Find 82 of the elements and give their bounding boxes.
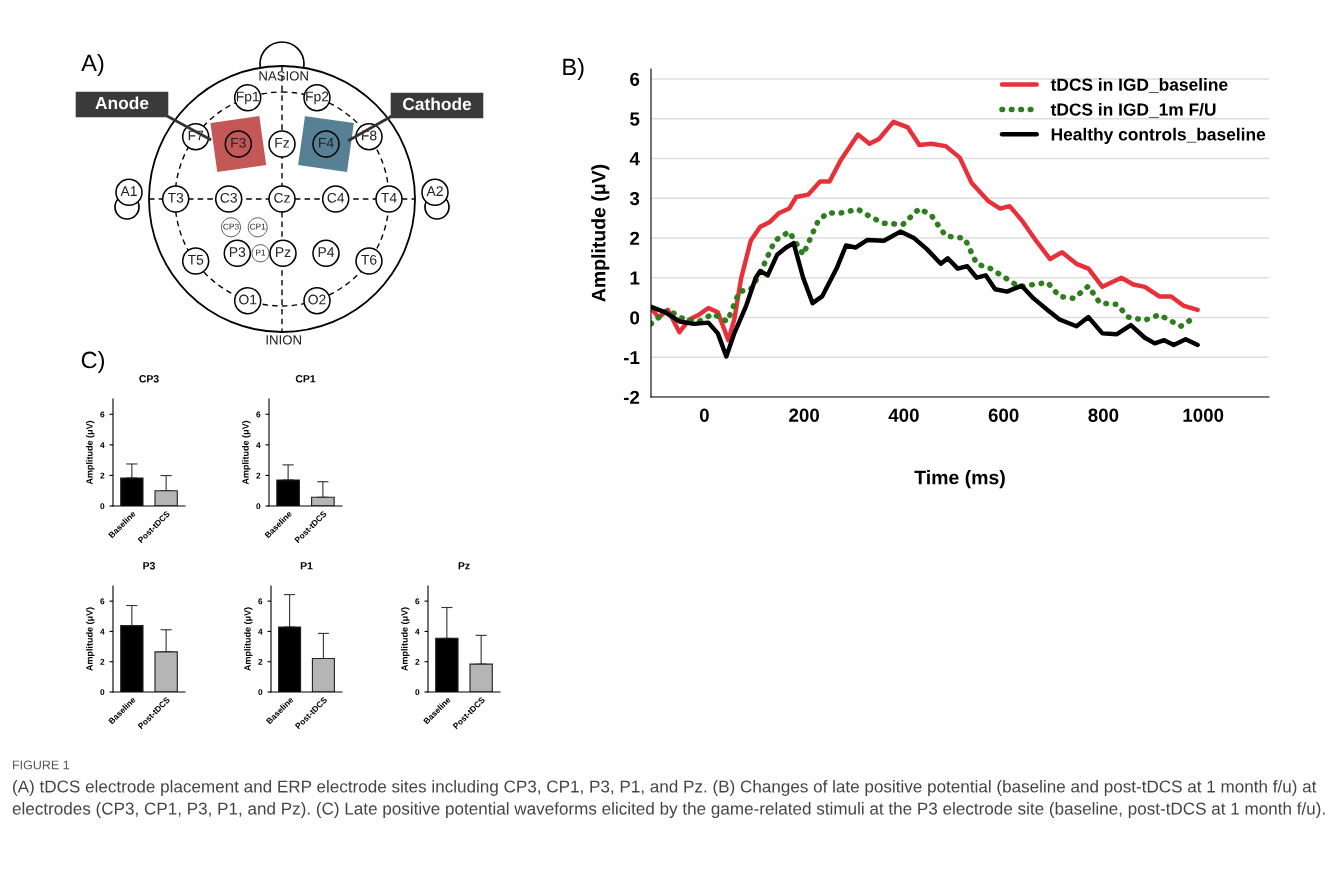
y-tick-label: 4	[258, 628, 263, 635]
y-tick-label: 6	[258, 598, 263, 605]
y-tick-label: 0	[100, 689, 105, 696]
text: T5	[187, 255, 204, 265]
chart-title: P3	[143, 562, 155, 570]
legend-label: tDCS in IGD_1m F/U	[1050, 102, 1216, 118]
text: (A) tDCS electrode placement and ERP electrode sites including CP3, CP1, P3, P1, and Pz. (B) Changes of late positive potential (baseline and post-tDCS at 1 month f/u) at electrodes (CP3, CP1, P3, P1, and Pz). (C) Late positive potential waveforms elicited by the game-related stimuli at the P3 electrode site (baseline, post-tDCS at 1 month f/u).	[12, 780, 1325, 819]
text: T3	[167, 192, 184, 203]
text: T6	[361, 254, 377, 265]
y-tick-label: 3	[629, 191, 640, 206]
text: C3	[220, 192, 237, 203]
y-axis-title: Amplitude (μV)	[244, 607, 253, 671]
x-tick-label: 1000	[1183, 408, 1224, 422]
text: Fz	[275, 138, 290, 148]
y-tick-label: 0	[256, 503, 261, 510]
text: T4	[381, 193, 397, 203]
text: P3	[229, 247, 246, 258]
y-tick-label: 2	[415, 658, 420, 665]
y-tick-label: 4	[415, 628, 420, 635]
x-tick-label: 800	[1088, 408, 1119, 422]
text: F3	[231, 137, 246, 148]
text: F4	[319, 138, 334, 148]
chart-title: CP1	[295, 375, 316, 383]
y-tick-label: 4	[256, 442, 261, 448]
text: O1	[239, 294, 257, 305]
text: Cathode	[402, 97, 472, 111]
y-axis-title: Amplitude (μV)	[86, 420, 95, 485]
y-tick-label: 2	[256, 472, 261, 479]
text: F7	[188, 130, 204, 141]
chart-title: B)	[563, 58, 584, 80]
text: CP3	[223, 223, 239, 230]
y-tick-label: 4	[100, 628, 105, 635]
legend-label: Healthy controls_baseline	[1051, 127, 1266, 144]
y-tick-label: 2	[258, 658, 263, 665]
chart-title: P1	[300, 562, 313, 570]
text: C)	[81, 350, 104, 373]
text: INION	[266, 335, 301, 345]
y-axis-title: Amplitude (μV)	[86, 607, 95, 671]
y-tick-label: 4	[629, 152, 640, 166]
y-tick-label: 2	[630, 231, 640, 245]
y-tick-label: 0	[630, 311, 640, 325]
y-tick-label: 6	[100, 411, 105, 418]
y-axis-title: Amplitude (μV)	[242, 420, 251, 485]
y-tick-label: 0	[415, 689, 420, 696]
text: Cz	[274, 192, 290, 203]
y-axis-title: Amplitude (μV)	[591, 164, 610, 302]
y-tick-label: -2	[623, 390, 640, 404]
y-tick-label: 6	[415, 598, 420, 605]
caption: FIGURE 1	[13, 760, 70, 770]
y-tick-label: 0	[100, 503, 105, 510]
legend-label: tDCS in IGD_baseline	[1050, 78, 1228, 93]
x-tick-label: 200	[789, 408, 819, 422]
chart-title: CP3	[139, 375, 159, 383]
text: Fp1	[236, 91, 259, 105]
y-tick-label: 2	[100, 658, 105, 665]
y-tick-label: 6	[630, 72, 640, 86]
text: A2	[426, 186, 443, 196]
y-tick-label: 5	[630, 112, 640, 126]
y-tick-label: 4	[100, 442, 105, 448]
x-tick-label: 0	[699, 408, 709, 422]
y-tick-label: -1	[623, 351, 640, 365]
chart-title: Pz	[458, 562, 470, 570]
x-tick-label: 400	[888, 408, 919, 422]
y-tick-label: 1	[630, 271, 640, 285]
y-tick-label: 2	[100, 472, 105, 479]
y-tick-label: 6	[256, 411, 261, 418]
text: CP1	[250, 223, 266, 230]
text: P1	[256, 249, 266, 256]
y-tick-label: 0	[258, 689, 263, 696]
x-tick-label: 600	[988, 408, 1019, 422]
text: A1	[120, 186, 137, 196]
text: O2	[308, 294, 326, 305]
x-axis-title: Time (ms)	[914, 470, 1005, 489]
text: P4	[318, 247, 335, 257]
text: C4	[327, 192, 345, 203]
y-axis-title: Amplitude (μV)	[401, 607, 410, 671]
text: Fp2	[306, 91, 329, 105]
text: Pz	[276, 247, 291, 257]
text: A)	[81, 54, 104, 76]
text: Anode	[95, 96, 149, 110]
text: NASION	[259, 71, 308, 81]
y-tick-label: 6	[100, 598, 105, 605]
